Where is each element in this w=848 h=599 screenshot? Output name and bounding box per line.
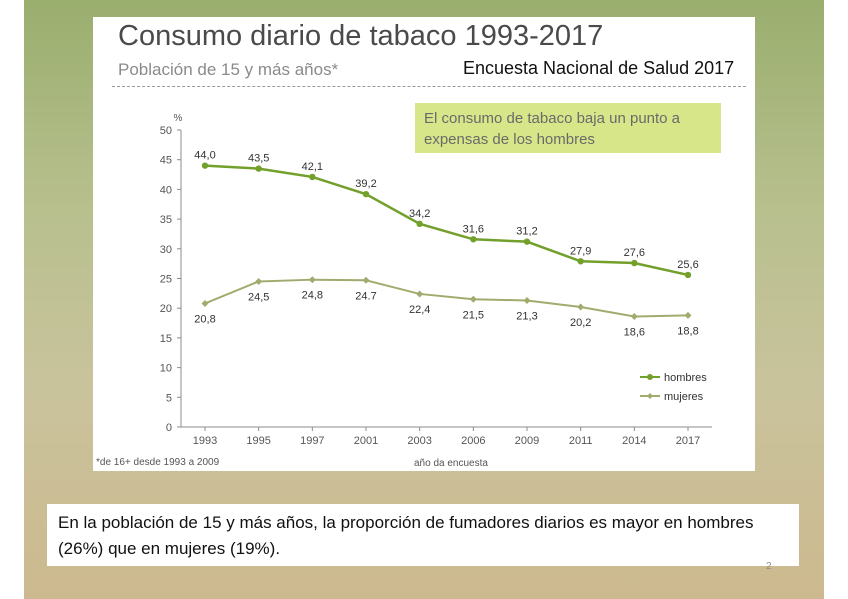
data-label-mujeres: 24.7	[355, 290, 376, 302]
series-line-hombres	[204, 164, 689, 277]
y-tick-label: 40	[160, 184, 172, 196]
page-number: 2	[766, 561, 772, 572]
data-point-mujeres	[469, 295, 477, 303]
data-point-mujeres	[255, 277, 263, 285]
data-point-hombres	[362, 190, 370, 198]
x-tick-label: 1993	[193, 435, 217, 447]
y-axis-unit: %	[174, 113, 183, 124]
x-tick-label: 2006	[461, 435, 485, 447]
data-point-hombres	[684, 271, 692, 279]
data-label-mujeres: 22,4	[409, 304, 430, 316]
y-tick-label: 45	[160, 155, 172, 167]
x-tick-label: 2017	[676, 435, 700, 447]
legend-marker-mujeres	[647, 393, 653, 399]
data-point-hombres	[309, 173, 316, 181]
data-label-hombres: 42,1	[302, 161, 323, 173]
summary-caption: En la población de 15 y más años, la pro…	[47, 504, 799, 566]
legend-label-mujeres: mujeres	[664, 391, 704, 403]
x-tick-label: 2014	[622, 435, 646, 447]
data-point-mujeres	[577, 303, 585, 311]
y-tick-label: 50	[160, 125, 172, 137]
x-tick-label: 2003	[407, 435, 431, 447]
data-point-hombres	[631, 259, 638, 267]
x-tick-label: 2001	[354, 435, 378, 447]
data-point-mujeres	[630, 313, 638, 321]
data-point-mujeres	[523, 296, 531, 304]
footnote: *de 16+ desde 1993 a 2009	[96, 457, 220, 468]
legend-label-hombres: hombres	[664, 372, 707, 384]
data-point-mujeres	[308, 276, 316, 284]
data-label-mujeres: 18,6	[624, 327, 645, 339]
data-label-mujeres: 20,8	[194, 313, 215, 325]
slide-subtitle: Población de 15 y más años*	[118, 60, 339, 79]
data-label-hombres: 27,9	[570, 245, 591, 257]
data-label-mujeres: 21,3	[516, 310, 537, 322]
y-tick-label: 15	[160, 333, 172, 345]
y-tick-label: 0	[166, 422, 172, 434]
y-tick-label: 30	[160, 244, 172, 256]
data-point-hombres	[255, 165, 262, 172]
x-axis-title: año da encuesta	[414, 458, 488, 469]
data-label-hombres: 44,0	[194, 150, 215, 162]
data-label-hombres: 31,6	[463, 223, 484, 235]
data-point-hombres	[470, 236, 477, 243]
data-point-mujeres	[362, 276, 370, 284]
data-point-hombres	[416, 220, 423, 228]
data-point-mujeres	[201, 299, 209, 307]
data-point-mujeres	[684, 311, 692, 319]
x-tick-label: 1995	[246, 435, 270, 447]
y-tick-label: 20	[160, 303, 172, 315]
legend-marker-hombres	[647, 374, 653, 380]
data-label-mujeres: 21,5	[463, 309, 484, 321]
data-label-hombres: 34,2	[409, 208, 430, 220]
x-tick-label: 1997	[300, 435, 324, 447]
data-label-hombres: 25,6	[677, 259, 698, 271]
data-label-hombres: 27,6	[624, 247, 645, 259]
data-point-hombres	[577, 258, 584, 265]
highlight-note: El consumo de tabaco baja un punto a exp…	[415, 103, 721, 153]
y-tick-label: 25	[160, 274, 172, 286]
data-point-mujeres	[416, 290, 424, 298]
data-label-mujeres: 24,5	[248, 291, 269, 303]
y-tick-label: 5	[166, 392, 172, 404]
title-divider	[112, 86, 746, 87]
survey-label: Encuesta Nacional de Salud 2017	[463, 58, 735, 78]
x-tick-label: 2009	[515, 435, 539, 447]
data-label-mujeres: 20,2	[570, 317, 591, 329]
data-point-hombres	[523, 238, 531, 245]
x-tick-label: 2011	[569, 435, 593, 447]
y-tick-label: 35	[160, 214, 172, 226]
slide-title: Consumo diario de tabaco 1993-2017	[118, 20, 604, 52]
data-label-mujeres: 18,8	[677, 325, 698, 337]
data-label-mujeres: 24,8	[302, 290, 323, 302]
data-label-hombres: 31,2	[516, 226, 537, 238]
data-label-hombres: 39,2	[355, 178, 376, 190]
series-line-mujeres	[204, 278, 689, 318]
y-tick-label: 10	[160, 363, 172, 375]
data-point-hombres	[201, 162, 209, 169]
data-label-hombres: 43,5	[248, 153, 269, 165]
